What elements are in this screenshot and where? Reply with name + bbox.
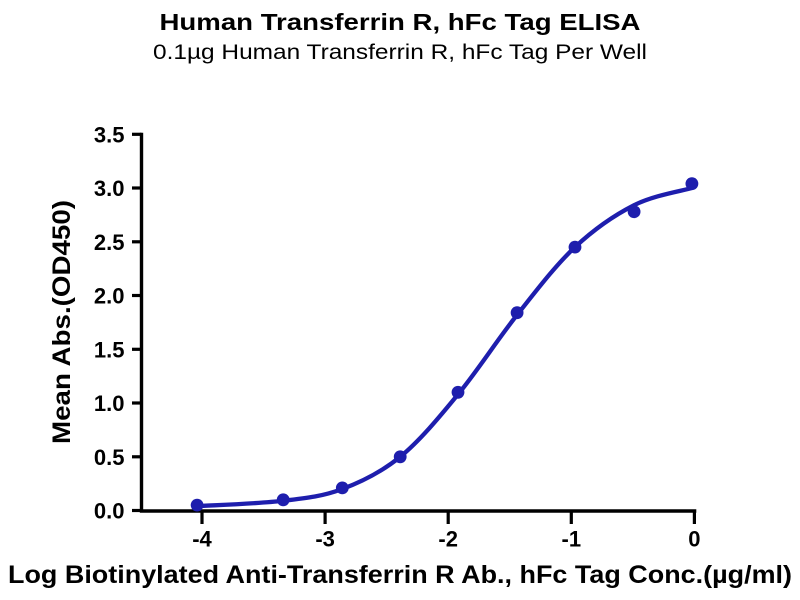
data-point-marker xyxy=(568,240,582,254)
data-point-marker xyxy=(685,177,699,191)
axes xyxy=(139,132,697,513)
y-tick-label: 0.0 xyxy=(94,499,125,524)
x-tick-label: -2 xyxy=(438,527,458,552)
y-axis-title: Mean Abs.(OD450) xyxy=(48,200,76,444)
y-tick-label: 1.0 xyxy=(94,391,125,416)
sigmoidal-fit-line xyxy=(194,185,695,509)
data-point-marker xyxy=(627,205,641,219)
fit-curve xyxy=(194,185,695,509)
data-point-marker xyxy=(276,493,290,507)
x-tick-label: -3 xyxy=(315,527,335,552)
data-point-marker xyxy=(451,385,465,399)
y-tick-label: 0.5 xyxy=(94,445,125,470)
x-tick-label: -1 xyxy=(562,527,582,552)
data-point-marker xyxy=(335,481,349,495)
x-axis-ticks: -4 -3 -2 -1 0 xyxy=(192,511,701,552)
data-point-marker xyxy=(510,306,524,320)
chart-subtitle: 0.1µg Human Transferrin R, hFc Tag Per W… xyxy=(153,41,647,64)
y-tick-label: 3.5 xyxy=(94,122,125,147)
y-axis-ticks: 0.0 0.5 1.0 1.5 2.0 2.5 3.0 3.5 xyxy=(94,122,142,524)
data-point-marker xyxy=(393,450,407,464)
x-tick-label: -4 xyxy=(192,527,212,552)
x-tick-label: 0 xyxy=(688,527,700,552)
chart-title: Human Transferrin R, hFc Tag ELISA xyxy=(160,9,641,35)
axis-spines xyxy=(139,132,697,513)
data-points xyxy=(190,177,699,512)
x-axis-title: Log Biotinylated Anti-Transferrin R Ab.,… xyxy=(8,561,792,589)
data-point-marker xyxy=(190,498,204,512)
y-tick-label: 1.5 xyxy=(94,337,125,362)
y-tick-label: 3.0 xyxy=(94,176,125,201)
y-tick-label: 2.0 xyxy=(94,284,125,309)
y-tick-label: 2.5 xyxy=(94,230,125,255)
